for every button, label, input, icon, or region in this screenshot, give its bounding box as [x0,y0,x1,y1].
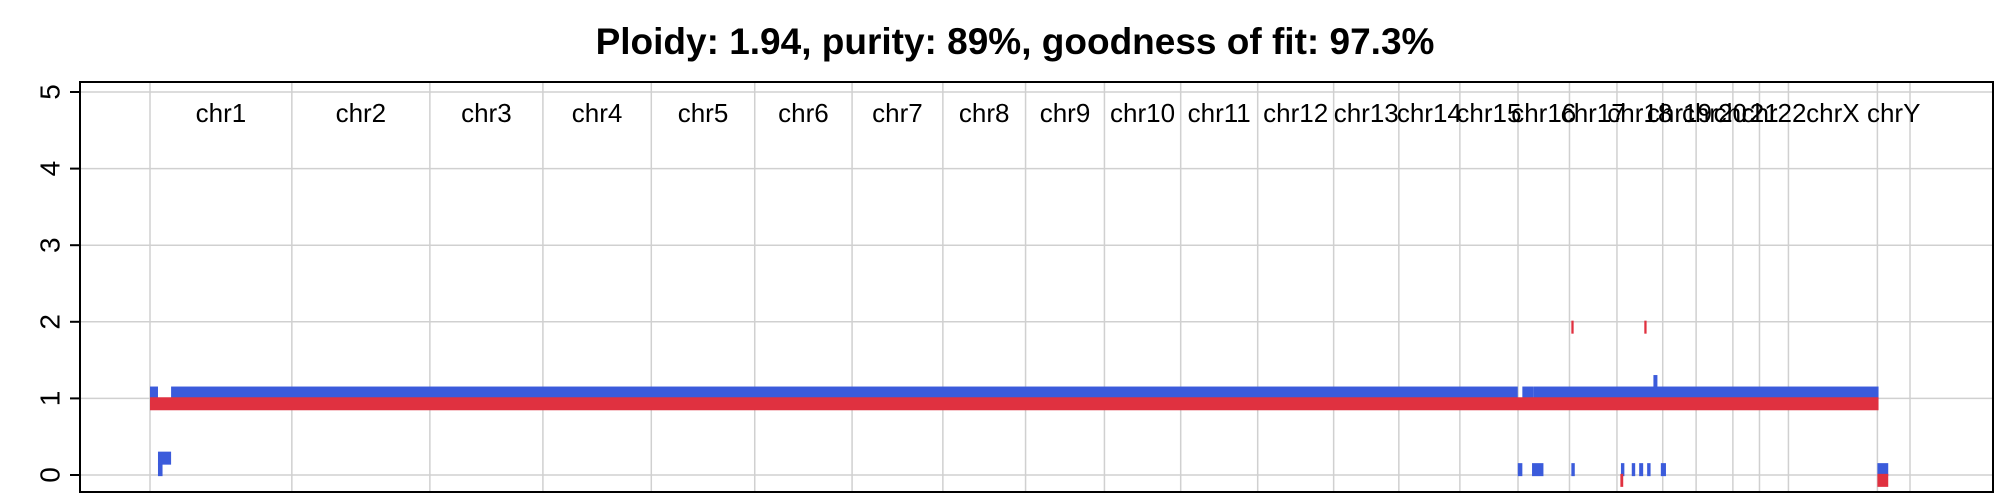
y-tick-label: 5 [35,84,66,100]
chromosome-label: chr2 [336,98,387,128]
chromosome-label: chr9 [1040,98,1091,128]
chromosome-label: chr6 [778,98,829,128]
cn-segment [1644,320,1647,334]
cn-segment [1620,473,1624,487]
chromosome-label: chr3 [461,98,512,128]
chromosome-label: chr1 [196,98,247,128]
cn-segment [1647,463,1651,477]
chart-title: Ploidy: 1.94, purity: 89%, goodness of f… [596,21,1435,62]
chromosome-label: chr17 [1561,98,1626,128]
chromosome-label: chrY [1867,98,1920,128]
cn-segment [1571,320,1574,334]
y-tick-label: 1 [35,391,66,407]
chromosome-label: chr20 [1682,98,1747,128]
chromosome-label: chrX [1806,98,1859,128]
chromosome-label: chr13 [1334,98,1399,128]
chromosome-label: chr15 [1456,98,1521,128]
cn-segment [1653,375,1658,389]
cn-segment [1639,463,1644,477]
chromosome-label: chr21 [1714,98,1779,128]
y-axis: 0 1 2 3 4 5 [35,84,80,483]
y-tick-label: 4 [35,161,66,177]
cn-segment [1571,463,1575,477]
chromosome-labels: chr1 chr2 chr3 chr4 chr5 chr6 chr7 chr8 chr9 chr1… [196,98,1921,128]
cn-segment [1877,473,1889,487]
cn-segment [157,451,172,465]
y-tick-label: 0 [35,467,66,483]
cn-segment [1620,463,1625,477]
cn-segment [150,386,158,400]
cn-segment [1517,463,1523,477]
grid-lines [80,82,1993,492]
cn-segment [157,463,163,477]
chromosome-label: chr18 [1607,98,1672,128]
chromosome-label: chr22 [1741,98,1806,128]
chromosome-label: chr10 [1110,98,1175,128]
chromosome-label: chr12 [1263,98,1328,128]
chromosome-label: chr11 [1188,98,1251,128]
y-tick-label: 2 [35,314,66,330]
chromosome-label: chr7 [872,98,923,128]
chromosome-label: chr4 [572,98,623,128]
cn-segment [1660,463,1666,477]
chromosome-label: chr14 [1397,98,1462,128]
chromosome-label: chr5 [678,98,729,128]
chromosome-label: chr19 [1647,98,1712,128]
cn-segment [171,386,1518,400]
cn-segment [150,397,1879,411]
y-tick-label: 3 [35,237,66,253]
cn-segment [1522,386,1534,400]
plot-frame [79,81,1994,493]
cn-segment [1533,386,1879,400]
chromosome-label: chr8 [959,98,1010,128]
chromosome-label: chr16 [1511,98,1576,128]
segment-layer [150,320,1889,487]
cn-segment [1631,463,1636,477]
cn-segment [1532,463,1544,477]
cn-segment [1877,463,1889,477]
